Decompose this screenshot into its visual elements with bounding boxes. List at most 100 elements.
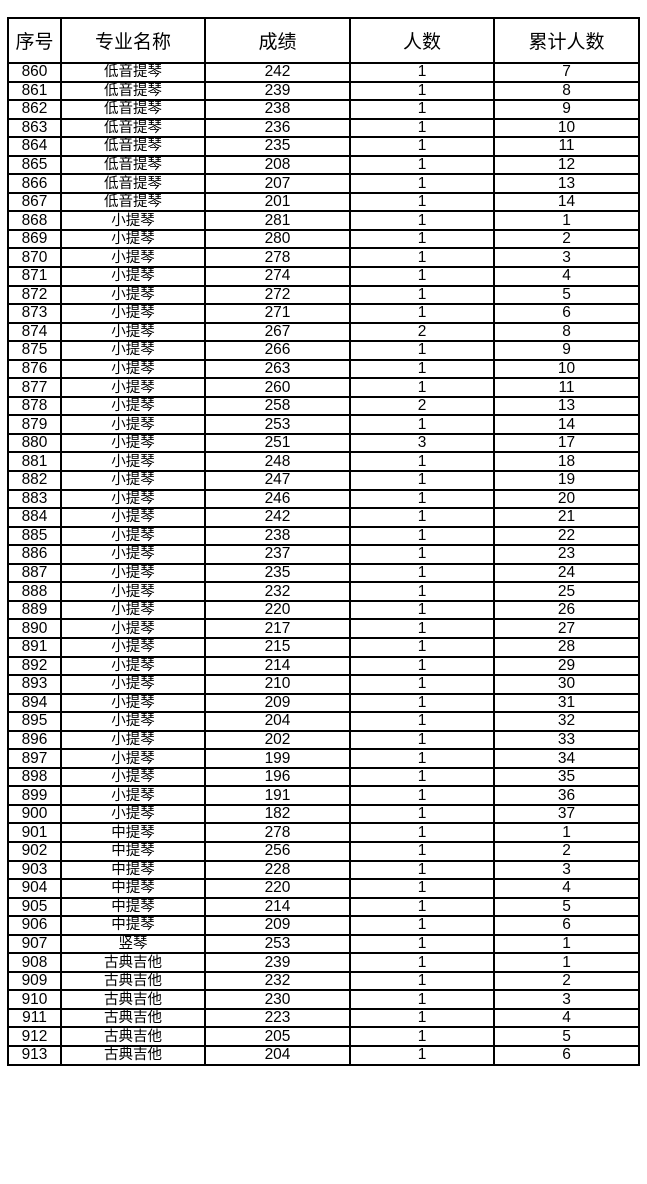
cell-count: 1 [349, 191, 495, 213]
table-row: 907 竖琴 253 1 1 [7, 933, 640, 955]
cell-count: 1 [349, 136, 495, 157]
cell-seq: 896 [7, 729, 62, 751]
cell-seq: 874 [7, 321, 62, 343]
cell-count: 1 [349, 377, 495, 398]
cell-score: 223 [204, 1007, 351, 1029]
cell-cumulative: 9 [493, 99, 640, 120]
cell-score: 237 [204, 544, 351, 565]
cell-major: 小提琴 [60, 303, 206, 324]
table-row: 912 古典吉他 205 1 5 [7, 1026, 640, 1047]
cell-major: 低音提琴 [60, 117, 206, 139]
cell-cumulative: 24 [493, 562, 640, 584]
cell-count: 1 [349, 488, 495, 510]
table-row: 889 小提琴 220 1 26 [7, 599, 640, 621]
cell-major: 中提琴 [60, 822, 206, 843]
cell-major: 小提琴 [60, 247, 206, 268]
cell-score: 246 [204, 488, 351, 510]
cell-cumulative: 25 [493, 581, 640, 602]
cell-major: 小提琴 [60, 618, 206, 639]
table-row: 866 低音提琴 207 1 13 [7, 173, 640, 194]
cell-count: 1 [349, 822, 495, 843]
table-body: 860 低音提琴 242 1 7 861 低音提琴 239 1 8 862 低音提琴 238 1 9 863 低… [7, 62, 640, 1066]
cell-cumulative: 28 [493, 636, 640, 658]
cell-score: 214 [204, 655, 351, 677]
table-row: 896 小提琴 202 1 33 [7, 729, 640, 751]
cell-seq: 872 [7, 284, 62, 306]
table-row: 887 小提琴 235 1 24 [7, 562, 640, 584]
table-row: 894 小提琴 209 1 31 [7, 692, 640, 714]
cell-count: 1 [349, 970, 495, 992]
cell-score: 209 [204, 692, 351, 714]
cell-cumulative: 7 [493, 62, 640, 83]
cell-count: 1 [349, 470, 495, 491]
cell-seq: 876 [7, 358, 62, 380]
cell-score: 205 [204, 1026, 351, 1047]
cell-major: 小提琴 [60, 470, 206, 491]
cell-major: 小提琴 [60, 525, 206, 547]
table-row: 877 小提琴 260 1 11 [7, 377, 640, 398]
table-row: 876 小提琴 263 1 10 [7, 358, 640, 380]
cell-major: 中提琴 [60, 915, 206, 936]
cell-seq: 886 [7, 544, 62, 565]
cell-cumulative: 8 [493, 321, 640, 343]
cell-seq: 873 [7, 303, 62, 324]
cell-score: 281 [204, 210, 351, 231]
header-major: 专业名称 [60, 17, 206, 64]
cell-count: 1 [349, 1045, 495, 1066]
table-row: 892 小提琴 214 1 29 [7, 655, 640, 677]
cell-score: 242 [204, 62, 351, 83]
cell-major: 小提琴 [60, 395, 206, 417]
cell-count: 1 [349, 414, 495, 435]
cell-count: 1 [349, 358, 495, 380]
cell-seq: 905 [7, 896, 62, 918]
cell-cumulative: 21 [493, 507, 640, 528]
table-row: 897 小提琴 199 1 34 [7, 748, 640, 769]
cell-count: 1 [349, 154, 495, 176]
cell-cumulative: 14 [493, 414, 640, 435]
cell-seq: 877 [7, 377, 62, 398]
cell-count: 1 [349, 766, 495, 788]
cell-seq: 871 [7, 266, 62, 287]
cell-count: 1 [349, 525, 495, 547]
table-row: 879 小提琴 253 1 14 [7, 414, 640, 435]
cell-cumulative: 1 [493, 822, 640, 843]
cell-score: 278 [204, 822, 351, 843]
cell-seq: 898 [7, 766, 62, 788]
header-row: 序号 专业名称 成绩 人数 累计人数 [7, 17, 640, 64]
cell-cumulative: 1 [493, 952, 640, 973]
table-row: 888 小提琴 232 1 25 [7, 581, 640, 602]
table-row: 871 小提琴 274 1 4 [7, 266, 640, 287]
cell-cumulative: 17 [493, 432, 640, 454]
cell-seq: 878 [7, 395, 62, 417]
cell-cumulative: 31 [493, 692, 640, 714]
cell-major: 中提琴 [60, 896, 206, 918]
cell-major: 低音提琴 [60, 173, 206, 194]
cell-major: 小提琴 [60, 803, 206, 825]
cell-seq: 885 [7, 525, 62, 547]
cell-major: 小提琴 [60, 451, 206, 473]
cell-count: 1 [349, 340, 495, 361]
cell-cumulative: 32 [493, 711, 640, 732]
cell-count: 2 [349, 321, 495, 343]
table-row: 910 古典吉他 230 1 3 [7, 989, 640, 1010]
cell-cumulative: 3 [493, 247, 640, 268]
cell-score: 278 [204, 247, 351, 268]
cell-cumulative: 35 [493, 766, 640, 788]
cell-cumulative: 11 [493, 136, 640, 157]
cell-major: 古典吉他 [60, 1007, 206, 1029]
cell-score: 253 [204, 414, 351, 435]
cell-score: 220 [204, 599, 351, 621]
table-row: 884 小提琴 242 1 21 [7, 507, 640, 528]
cell-seq: 891 [7, 636, 62, 658]
cell-count: 1 [349, 933, 495, 955]
table-row: 873 小提琴 271 1 6 [7, 303, 640, 324]
cell-cumulative: 4 [493, 1007, 640, 1029]
cell-score: 247 [204, 470, 351, 491]
cell-cumulative: 26 [493, 599, 640, 621]
cell-seq: 869 [7, 228, 62, 250]
cell-cumulative: 2 [493, 840, 640, 862]
cell-score: 267 [204, 321, 351, 343]
cell-seq: 861 [7, 80, 62, 102]
score-table: 序号 专业名称 成绩 人数 累计人数 860 低音提琴 242 1 7 861 低音提琴 23… [7, 17, 640, 1066]
cell-seq: 911 [7, 1007, 62, 1029]
